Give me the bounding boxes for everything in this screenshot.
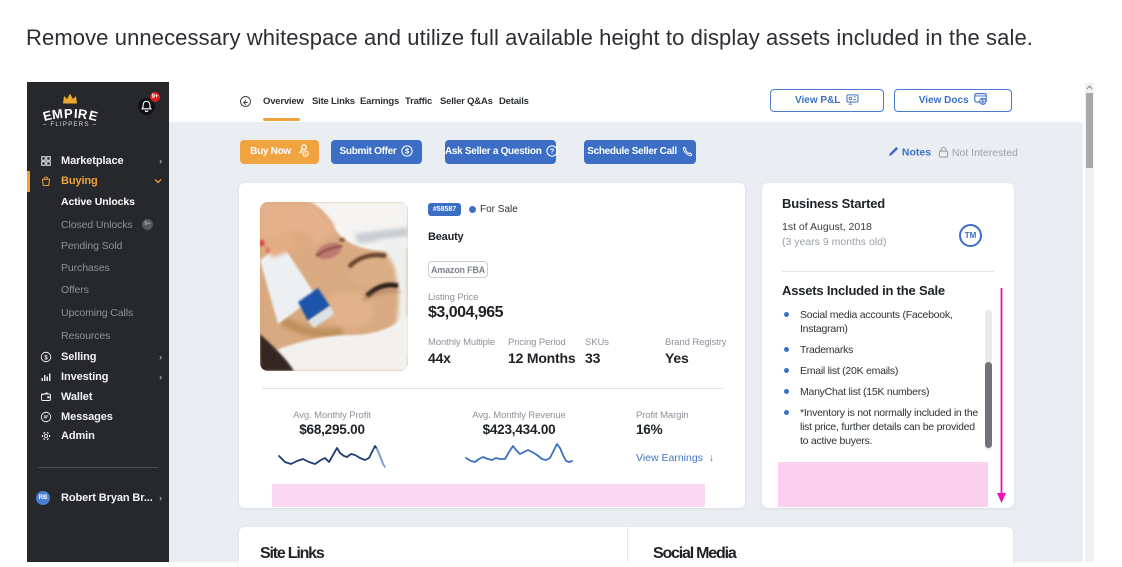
svg-text:$: $ bbox=[405, 147, 410, 156]
svg-text:?: ? bbox=[550, 147, 555, 156]
svg-text:$: $ bbox=[44, 355, 48, 361]
